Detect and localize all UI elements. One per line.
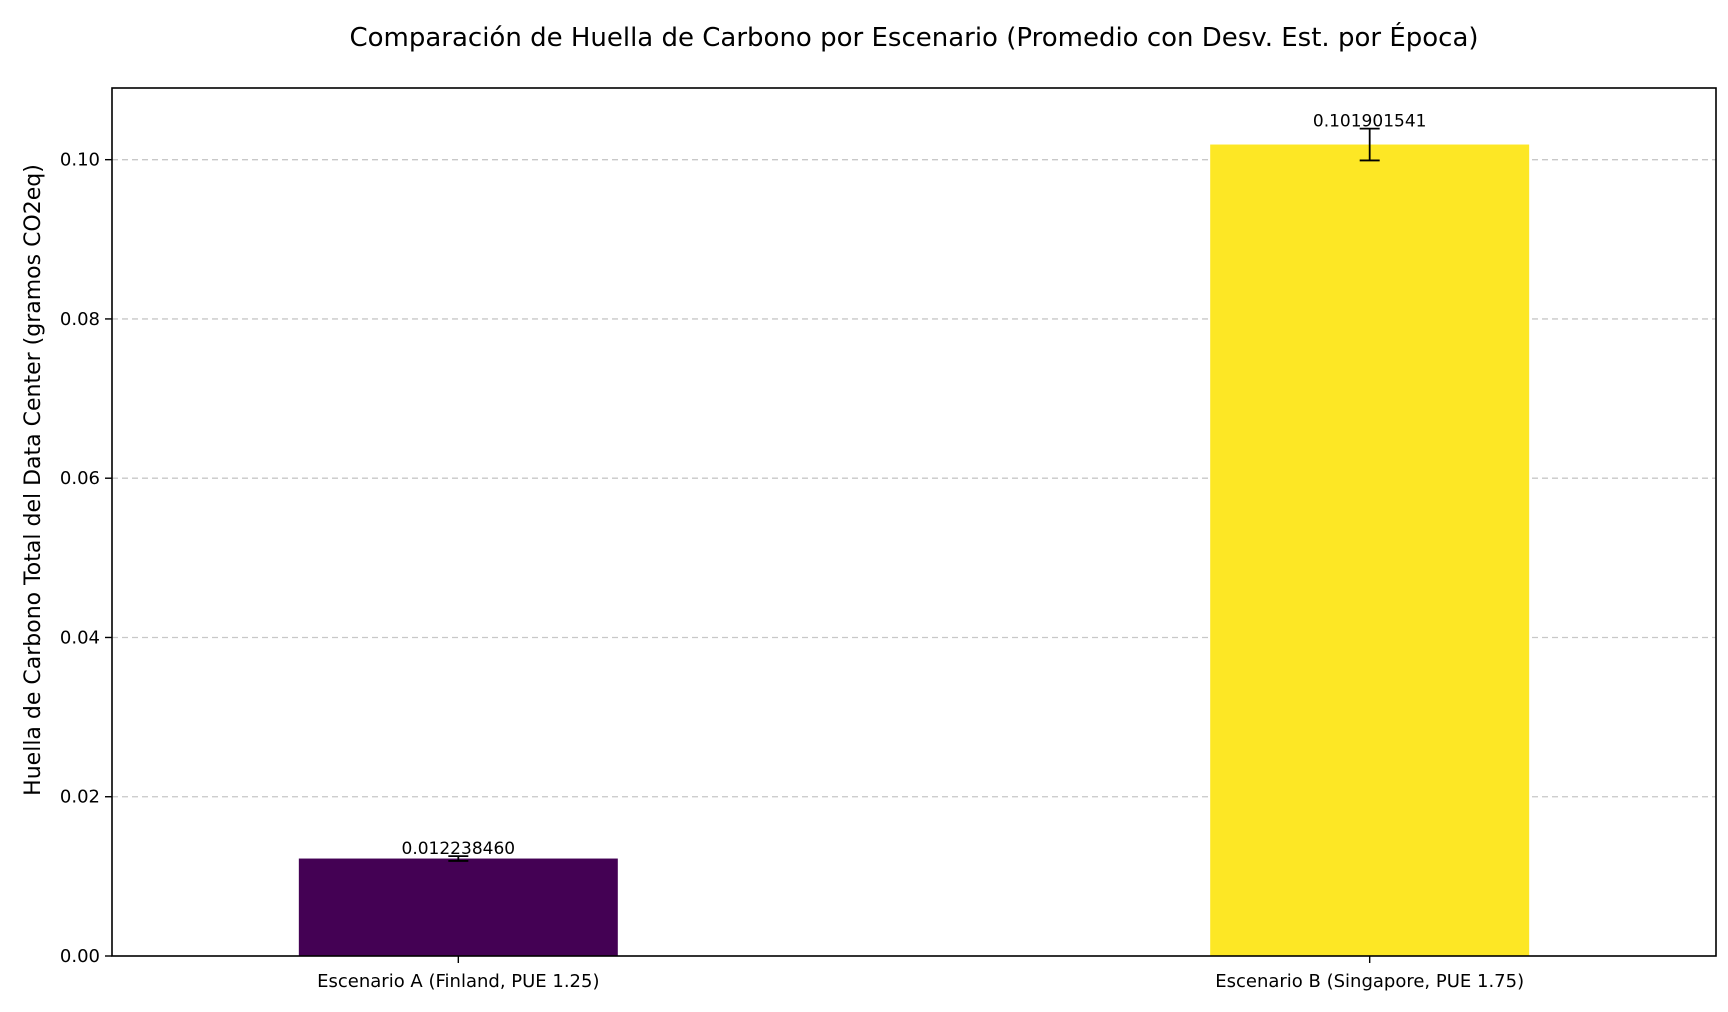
x-tick-label: Escenario B (Singapore, PUE 1.75) <box>1215 971 1524 992</box>
y-tick-label: 0.04 <box>60 627 100 648</box>
y-tick-label: 0.08 <box>60 309 100 330</box>
y-tick-label: 0.00 <box>60 946 100 967</box>
y-tick-label: 0.10 <box>60 150 100 171</box>
y-tick-label: 0.02 <box>60 787 100 808</box>
chart-title: Comparación de Huella de Carbono por Esc… <box>349 21 1478 53</box>
y-axis-label: Huella de Carbono Total del Data Center … <box>21 164 46 796</box>
bar-value-label: 0.012238460 <box>402 839 516 859</box>
bar <box>1210 144 1530 957</box>
bar <box>298 858 618 956</box>
plot-area-frame <box>111 87 1717 957</box>
bar-value-label: 0.101901541 <box>1313 112 1427 132</box>
value-labels: 0.012238460 0.101901541 <box>402 112 1427 860</box>
error-bars <box>448 127 1380 862</box>
y-axis-ticks: 0.00 0.02 0.04 0.06 0.08 0.10 <box>60 150 112 967</box>
grid-lines <box>112 159 1716 798</box>
y-tick-label: 0.06 <box>60 468 100 489</box>
bars <box>298 144 1530 957</box>
x-tick-label: Escenario A (Finland, PUE 1.25) <box>317 971 599 992</box>
x-axis-ticks: Escenario A (Finland, PUE 1.25) Escenario… <box>317 956 1524 992</box>
